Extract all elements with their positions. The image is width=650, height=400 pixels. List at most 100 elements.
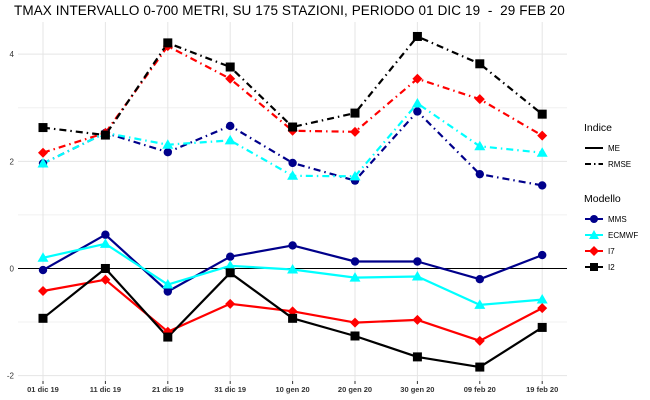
marker-ecmwf-me [37,252,49,262]
marker-ecmwf-rmse [536,147,548,157]
x-tick-label: 09 feb 20 [464,385,496,394]
x-tick-label: 30 gen 20 [400,385,434,394]
marker-i2-me [163,332,173,342]
marker-ecmwf-me [411,271,423,281]
marker-i7-rmse [38,147,48,158]
marker-i7-rmse [225,73,236,84]
marker-i7-rmse [474,94,485,105]
marker-i2-rmse [412,31,422,41]
chart-title: TMAX INTERVALLO 0-700 METRI, SU 175 STAZ… [14,3,565,18]
marker-i2-rmse [100,130,110,140]
marker-ecmwf-rmse [349,170,361,181]
series-markers [37,31,548,372]
y-tick-label: -2 [7,372,15,381]
marker-i2-rmse [537,109,547,119]
marker-i2-rmse [288,122,298,132]
x-tick-label: 01 dic 19 [27,385,59,394]
marker-i7-rmse [537,130,548,141]
marker-ecmwf-me [224,260,236,270]
y-tick-label: 4 [10,50,15,59]
marker-ecmwf-me [536,294,548,304]
legend-key-i2 [585,263,603,271]
marker-i7-rmse [350,126,360,137]
marker-mms-me [413,257,422,266]
x-tick-label: 10 gen 20 [276,385,310,394]
marker-mms-rmse [413,107,422,116]
legend-item-ecmwf: ECMWF [584,227,638,243]
grid [18,22,567,381]
marker-mms-rmse [163,148,172,157]
legend-indice-title: Indice [584,122,613,134]
marker-i7-me [412,314,423,325]
marker-i7-rmse [412,73,423,84]
series-line-i2-rmse [42,35,543,137]
marker-ecmwf-rmse [474,140,486,151]
marker-mms-rmse [475,169,484,179]
legend-key-ecmwf [585,230,603,239]
y-tick-label: 0 [10,264,15,273]
marker-i7-me [474,335,485,346]
marker-i7-me [100,274,111,285]
marker-mms-me [538,250,547,260]
marker-ecmwf-me [349,272,361,282]
marker-mms-rmse [288,158,297,168]
marker-i2-me [38,313,48,323]
x-tick-label: 20 gen 20 [338,385,372,394]
marker-ecmwf-me [474,299,486,309]
marker-i2-rmse [225,62,235,72]
marker-mms-me [288,241,297,250]
marker-i2-me [412,352,422,362]
marker-i2-rmse [350,108,360,118]
legend-label-i7: I7 [608,246,615,256]
marker-ecmwf-rmse [411,97,423,108]
legend-label-ecmwf: ECMWF [608,230,639,240]
legend-label-rmse: RMSE [608,159,632,169]
marker-i2-me [350,331,360,341]
marker-mms-rmse [538,181,547,190]
legend-label-mms: MMS [608,214,627,224]
x-tick-label: 21 dic 19 [152,385,184,394]
marker-ecmwf-rmse [162,139,174,149]
marker-mms-me [38,265,48,275]
marker-ecmwf-me [287,264,299,274]
legend-label-me: ME [608,143,620,153]
marker-i7-me [350,317,360,328]
x-tick-label: 31 dic 19 [214,385,246,394]
legend-indice: Indice ME RMSE [584,122,631,172]
marker-mms-me [101,230,110,239]
x-tick-label: 11 dic 19 [90,385,121,394]
legend-item-me: ME [584,140,631,156]
legend-key-rmse [585,163,603,165]
x-tick-label: 19 feb 20 [526,385,558,394]
marker-i2-me [100,263,110,273]
marker-ecmwf-me [162,279,174,289]
legend-modello: Modello MMS ECMWF I7 I2 [584,193,638,275]
legend-item-mms: MMS [584,211,638,227]
marker-i7-me [38,285,48,296]
marker-mms-me [163,287,172,296]
legend-key-mms [585,215,603,223]
legend-key-me [585,147,603,149]
legend-modello-title: Modello [584,193,621,205]
marker-ecmwf-rmse [224,134,236,145]
marker-i7-me [225,298,236,309]
marker-mms-rmse [226,121,235,131]
marker-i2-rmse [38,123,48,133]
legend-item-i2: I2 [584,259,638,275]
marker-ecmwf-rmse [287,170,299,180]
legend-key-i7 [585,246,603,256]
marker-i7-me [537,303,548,314]
marker-i2-rmse [475,59,485,69]
legend-item-rmse: RMSE [584,156,631,172]
marker-i2-me [475,362,485,372]
marker-ecmwf-me [99,238,111,248]
marker-i2-me [537,322,547,332]
legend-item-i7: I7 [584,243,638,259]
y-tick-label: 2 [10,157,15,166]
marker-ecmwf-rmse [37,157,49,168]
marker-i2-me [225,268,235,278]
marker-mms-me [226,252,235,261]
legend-label-i2: I2 [608,262,615,272]
marker-mms-me [475,274,484,284]
